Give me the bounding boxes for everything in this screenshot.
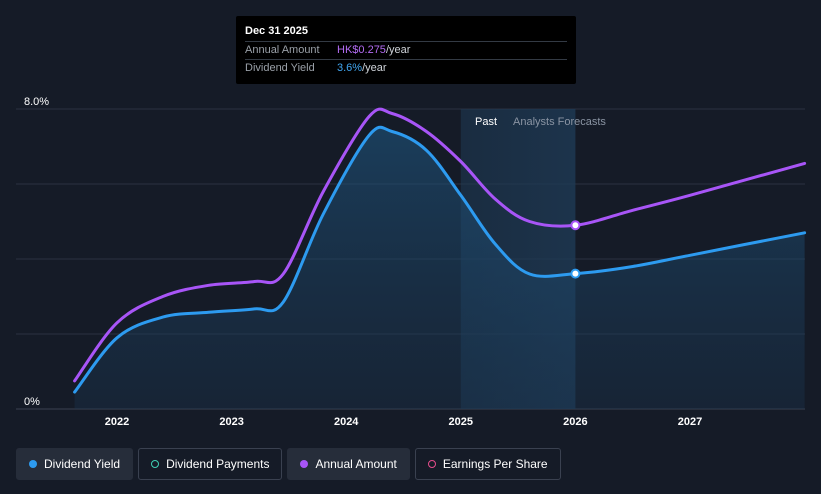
legend-dot-icon <box>29 460 37 468</box>
dividend-yield-line <box>73 125 807 394</box>
series-areas <box>74 127 805 409</box>
tooltip-unit: /year <box>362 62 387 74</box>
legend-label: Earnings Per Share <box>442 457 548 471</box>
tooltip-unit: /year <box>385 44 411 56</box>
legend-label: Dividend Yield <box>44 457 121 471</box>
forecast-region-label: Analysts Forecasts <box>513 116 606 128</box>
legend-earnings-per-share[interactable]: Earnings Per Share <box>414 448 561 480</box>
chart-tooltip: Dec 31 2025 Annual Amount HK$0.275/year D… <box>236 16 576 84</box>
series-lines <box>73 107 807 394</box>
dividend-yield-area <box>74 127 805 409</box>
legend-dividend-yield[interactable]: Dividend Yield <box>16 448 134 480</box>
past-region-label: Past <box>475 116 497 128</box>
tooltip-value: HK$0.275 <box>337 44 386 56</box>
x-tick-label: 2023 <box>219 416 243 428</box>
tooltip-label: Dividend Yield <box>245 62 315 74</box>
x-tick-label: 2027 <box>678 416 702 428</box>
y-axis-labels: 8.0% 0% <box>24 96 49 408</box>
dividend-yield-marker[interactable] <box>570 268 581 279</box>
legend-label: Dividend Payments <box>166 457 270 471</box>
tooltip-row-dividend-yield: Dividend Yield 3.6%/year <box>245 60 567 77</box>
tooltip-date: Dec 31 2025 <box>245 24 567 42</box>
annual-amount-marker[interactable] <box>570 220 581 231</box>
legend-label: Annual Amount <box>315 457 397 471</box>
x-axis-labels: 2022 2023 2024 2025 2026 2027 <box>105 416 702 428</box>
y-tick-label: 0% <box>24 396 40 408</box>
legend-dividend-payments[interactable]: Dividend Payments <box>138 448 283 480</box>
legend-dot-icon <box>300 460 309 468</box>
legend-ring-icon <box>151 460 160 468</box>
series-markers <box>570 220 581 279</box>
x-tick-label: 2024 <box>334 416 359 428</box>
x-tick-label: 2026 <box>563 416 587 428</box>
x-tick-label: 2022 <box>105 416 129 428</box>
legend-ring-icon <box>427 460 436 468</box>
tooltip-label: Annual Amount <box>245 44 320 56</box>
chart-legend: Dividend Yield Dividend Payments Annual … <box>16 448 561 480</box>
legend-annual-amount[interactable]: Annual Amount <box>287 448 410 480</box>
x-tick-label: 2025 <box>449 416 473 428</box>
tooltip-row-annual-amount: Annual Amount HK$0.275/year <box>245 42 567 60</box>
annual-amount-line <box>73 107 807 383</box>
tooltip-value: 3.6% <box>337 62 363 74</box>
y-tick-label: 8.0% <box>24 96 49 108</box>
